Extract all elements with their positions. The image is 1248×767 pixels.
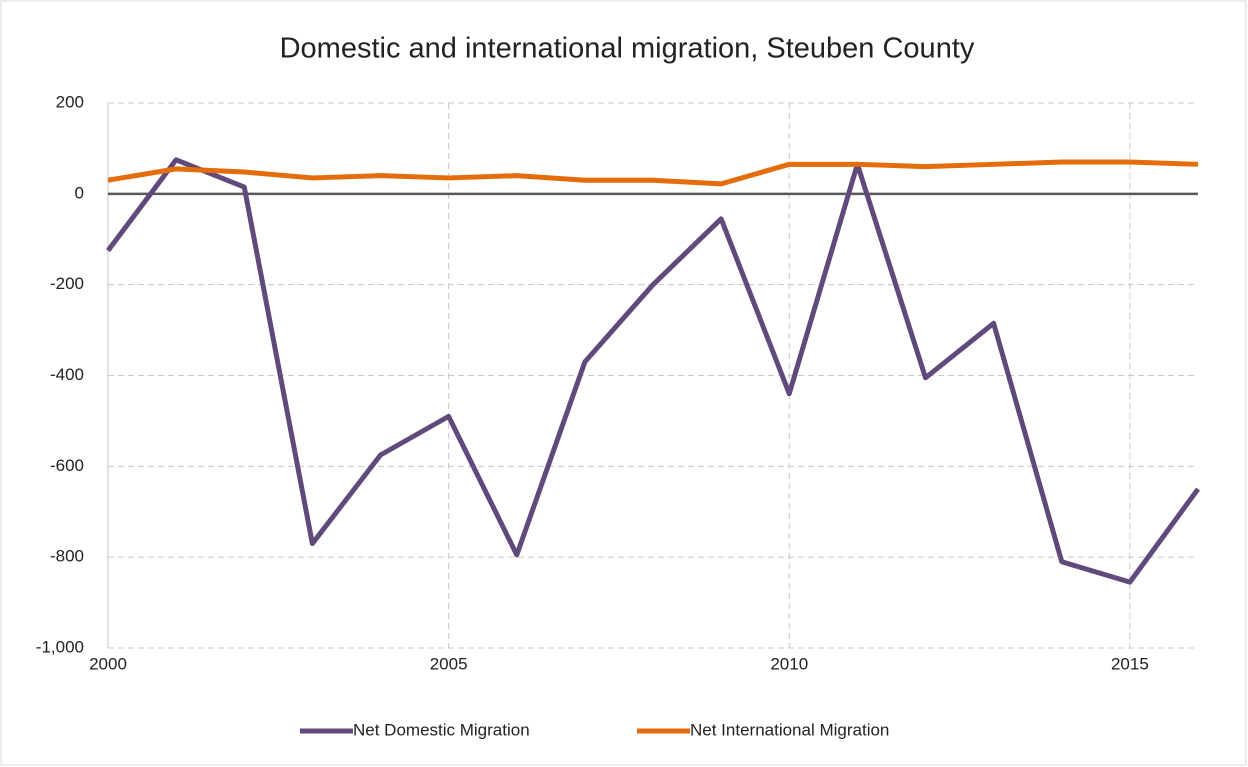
y-tick-label: -800 xyxy=(50,547,84,566)
chart-title: Domestic and international migration, St… xyxy=(280,33,975,65)
legend-label: Net Domestic Migration xyxy=(353,720,530,739)
y-tick-label: -1,000 xyxy=(36,637,84,656)
x-tick-label: 2000 xyxy=(89,654,127,673)
y-tick-label: -600 xyxy=(50,456,84,475)
x-tick-label: 2010 xyxy=(770,654,808,673)
y-tick-label: 0 xyxy=(75,183,84,202)
y-tick-label: -200 xyxy=(50,274,84,293)
data-line xyxy=(106,157,1201,585)
legend-label: Net International Migration xyxy=(690,720,889,739)
data-line xyxy=(107,159,1199,187)
y-tick-label: -400 xyxy=(50,365,84,384)
y-tick-label: 200 xyxy=(56,92,84,111)
x-tick-label: 2015 xyxy=(1111,654,1149,673)
x-tick-label: 2005 xyxy=(430,654,468,673)
